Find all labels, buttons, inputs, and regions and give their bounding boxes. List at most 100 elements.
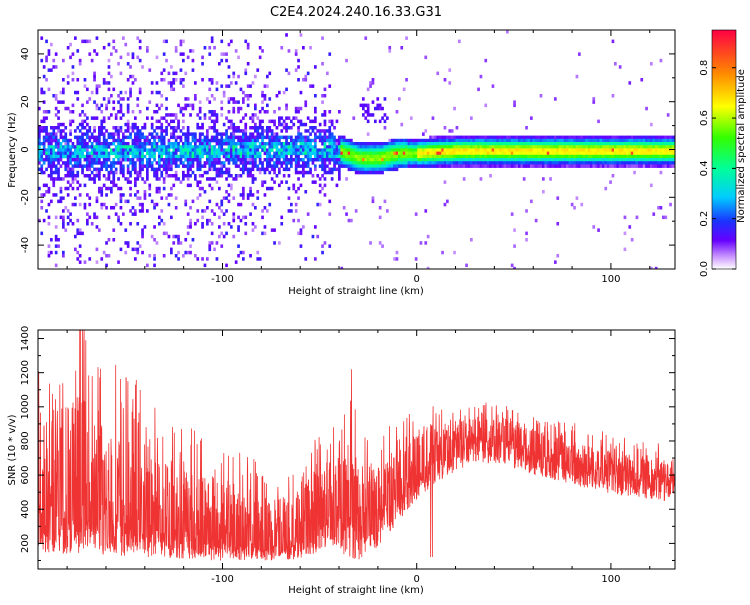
heatmap-cell <box>122 193 125 197</box>
heatmap-cell <box>83 148 87 152</box>
heatmap-cell <box>438 161 442 165</box>
heatmap-cell <box>484 103 488 108</box>
heatmap-cell <box>88 97 92 101</box>
heatmap-cell <box>146 263 149 268</box>
heatmap-cell <box>126 177 130 181</box>
heatmap-cell <box>119 55 123 60</box>
heatmap-cell <box>57 138 60 143</box>
heatmap-cell <box>549 154 552 159</box>
heatmap-cell <box>400 46 404 50</box>
heatmap-cell <box>158 145 161 149</box>
heatmap-cell <box>582 161 586 165</box>
heatmap-cell <box>326 151 329 156</box>
heatmap-cell <box>138 39 142 44</box>
heatmap-cell <box>138 196 142 200</box>
heatmap-cell <box>314 225 317 229</box>
heatmap-cell <box>657 158 660 162</box>
heatmap-cell <box>170 113 173 117</box>
heatmap-cell <box>304 154 308 159</box>
heatmap-cell <box>518 151 521 156</box>
heatmap-cell <box>513 103 516 108</box>
heatmap-cell <box>297 177 300 181</box>
heatmap-cell <box>213 113 216 117</box>
heatmap-cell <box>342 135 346 140</box>
heatmap-cell <box>597 145 600 149</box>
heatmap-cell <box>318 148 322 152</box>
heatmap-cell <box>239 129 243 133</box>
x-tick-label: 100 <box>601 574 620 585</box>
heatmap-cell <box>54 250 58 255</box>
heatmap-cell <box>614 161 617 165</box>
heatmap-cell <box>64 161 68 165</box>
heatmap-cell <box>647 138 651 143</box>
heatmap-cell <box>594 151 598 156</box>
heatmap-cell <box>333 142 336 146</box>
heatmap-cell <box>316 158 320 162</box>
heatmap-cell <box>275 148 279 152</box>
y-tick-label: 200 <box>20 534 31 553</box>
heatmap-cell <box>590 138 593 143</box>
heatmap-cell <box>210 110 214 114</box>
heatmap-cell <box>448 129 452 133</box>
heatmap-cell <box>198 161 202 165</box>
heatmap-cell <box>597 148 600 152</box>
heatmap-cell <box>614 154 617 159</box>
heatmap-cell <box>400 142 404 146</box>
heatmap-cell <box>578 145 581 149</box>
heatmap-cell <box>246 46 250 50</box>
heatmap-cell <box>201 55 204 60</box>
heatmap-cell <box>76 164 80 168</box>
heatmap-cell <box>261 148 264 152</box>
heatmap-cell <box>304 142 308 146</box>
heatmap-cell <box>441 135 444 140</box>
heatmap-cell <box>62 250 65 255</box>
heatmap-cell <box>275 164 279 168</box>
heatmap-cell <box>606 164 610 168</box>
heatmap-cell <box>527 161 531 165</box>
heatmap-cell <box>102 142 106 146</box>
heatmap-cell <box>234 260 238 264</box>
heatmap-cell <box>275 151 279 156</box>
heatmap-cell <box>254 103 257 108</box>
heatmap-cell <box>520 148 524 152</box>
heatmap-cell <box>71 177 75 181</box>
heatmap-cell <box>136 174 140 178</box>
heatmap-cell <box>448 68 452 72</box>
heatmap-cell <box>234 126 238 130</box>
heatmap-cell <box>148 161 152 165</box>
heatmap-cell <box>575 158 579 162</box>
heatmap-cell <box>654 148 658 152</box>
heatmap-cell <box>42 218 46 223</box>
heatmap-cell <box>76 138 80 143</box>
heatmap-cell <box>570 151 574 156</box>
heatmap-cell <box>544 151 548 156</box>
heatmap-cell <box>198 158 202 162</box>
heatmap-cell <box>326 138 329 143</box>
heatmap-cell <box>273 180 276 184</box>
heatmap-cell <box>225 177 228 181</box>
heatmap-cell <box>50 138 53 143</box>
heatmap-cell <box>54 145 58 149</box>
heatmap-cell <box>635 164 639 168</box>
heatmap-cell <box>510 138 514 143</box>
heatmap-cell <box>100 161 104 165</box>
heatmap-cell <box>599 164 603 168</box>
heatmap-cell <box>381 170 384 175</box>
heatmap-cell <box>395 257 399 261</box>
heatmap-cell <box>232 212 236 216</box>
heatmap-cell <box>592 142 596 146</box>
heatmap-cell <box>76 135 80 140</box>
heatmap-cell <box>628 135 632 140</box>
heatmap-cell <box>398 154 401 159</box>
heatmap-cell <box>582 151 586 156</box>
heatmap-cell <box>635 161 639 165</box>
heatmap-cell <box>88 167 92 172</box>
heatmap-cell <box>566 138 569 143</box>
heatmap-cell <box>179 135 183 140</box>
heatmap-cell <box>330 148 334 152</box>
heatmap-cell <box>306 212 310 216</box>
heatmap-cell <box>537 158 540 162</box>
heatmap-cell <box>460 158 464 162</box>
heatmap-cell <box>189 183 192 188</box>
heatmap-cell <box>424 142 428 146</box>
